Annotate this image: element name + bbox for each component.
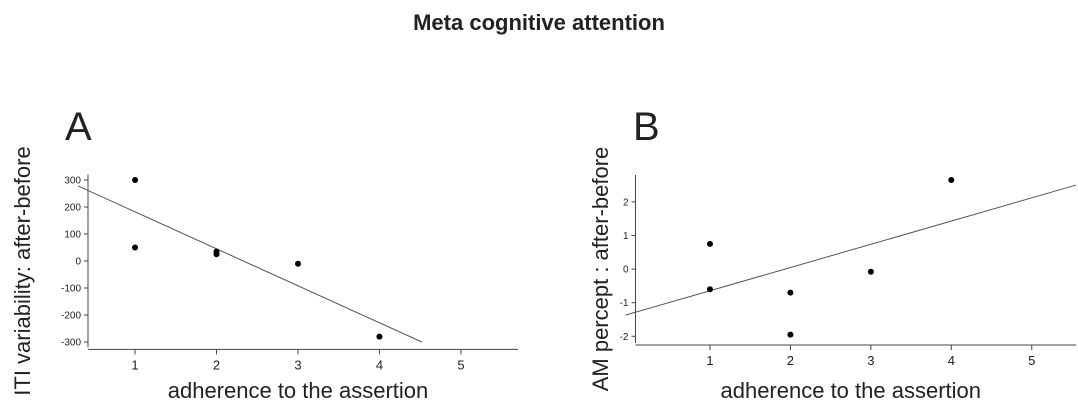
point xyxy=(132,177,139,183)
y-tick-label: -1 xyxy=(620,298,629,309)
point xyxy=(787,331,794,338)
y-axis-label: ITI variability: after-before xyxy=(10,146,35,395)
point xyxy=(295,260,301,267)
point xyxy=(867,268,874,275)
figure-title: Meta cognitive attention xyxy=(413,10,665,35)
y-tick-label: 100 xyxy=(64,230,81,241)
point xyxy=(213,251,220,258)
x-tick-label: 3 xyxy=(867,353,874,368)
y-tick-label: 200 xyxy=(64,203,81,214)
x-tick-label: 5 xyxy=(1028,353,1035,368)
y-tick-label: 300 xyxy=(64,176,81,187)
x-axis-label: adherence to the assertion xyxy=(168,378,429,403)
x-axis-label: adherence to the assertion xyxy=(720,378,981,403)
y-tick-label: 0 xyxy=(75,257,81,268)
trend-line xyxy=(625,184,1077,316)
y-tick-label: 1 xyxy=(623,231,629,242)
point xyxy=(787,289,794,296)
y-tick-label: -300 xyxy=(61,338,81,349)
point xyxy=(948,177,955,184)
y-tick-label: 2 xyxy=(623,197,629,208)
x-tick-label: 1 xyxy=(131,357,138,372)
x-tick-label: 2 xyxy=(213,357,220,372)
point xyxy=(706,240,713,247)
x-tick-label: 1 xyxy=(706,353,713,368)
x-tick-label: 2 xyxy=(787,353,794,368)
x-tick-label: 3 xyxy=(294,357,301,372)
point xyxy=(376,333,383,340)
trend-line xyxy=(77,185,423,343)
x-tick-label: 4 xyxy=(948,353,955,368)
point xyxy=(132,244,139,251)
point xyxy=(706,286,713,293)
y-tick-label: -200 xyxy=(61,311,81,322)
x-tick-label: 4 xyxy=(376,357,383,372)
panel-label: A xyxy=(65,105,92,149)
y-tick-label: 0 xyxy=(623,265,629,276)
y-tick-label: -2 xyxy=(620,332,629,343)
x-tick-label: 5 xyxy=(457,357,464,372)
y-axis-label: AM percept : after-before xyxy=(588,147,613,392)
y-tick-label: -100 xyxy=(61,284,81,295)
panel-label: B xyxy=(633,105,660,149)
